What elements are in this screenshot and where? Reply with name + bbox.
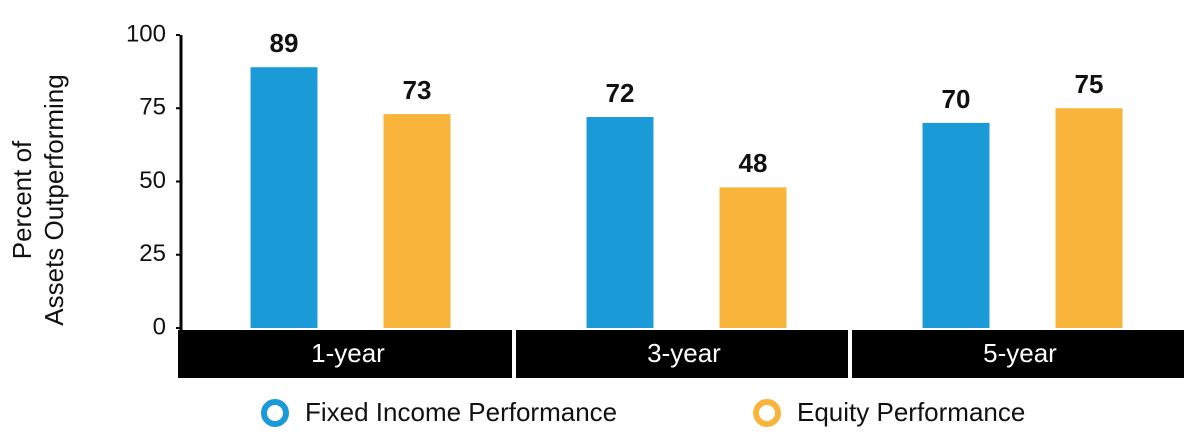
category-box (178, 330, 512, 378)
value-label: 72 (606, 78, 635, 108)
bar (383, 114, 451, 328)
value-label: 70 (942, 84, 971, 114)
legend-marker (261, 399, 289, 427)
bar (250, 67, 318, 328)
legend-marker (753, 399, 781, 427)
bar (1055, 108, 1123, 328)
category-box (516, 330, 848, 378)
y-tick-label: 25 (139, 240, 166, 267)
x-tick-label: 1-year (311, 338, 385, 368)
category-box (852, 330, 1184, 378)
bar (922, 122, 990, 329)
bar (719, 187, 787, 328)
y-tick-label: 100 (126, 20, 166, 47)
y-axis-label: Percent of (7, 140, 37, 259)
y-tick-label: 75 (139, 94, 166, 121)
value-label: 89 (270, 28, 299, 58)
x-tick-label: 3-year (647, 338, 721, 368)
value-label: 48 (739, 148, 768, 178)
legend-label: Equity Performance (797, 397, 1025, 427)
y-tick-label: 50 (139, 167, 166, 194)
legend-label: Fixed Income Performance (305, 397, 617, 427)
x-tick-label: 5-year (983, 338, 1057, 368)
value-label: 73 (403, 75, 432, 105)
y-axis-label: Assets Outperforming (39, 74, 69, 325)
value-label: 75 (1075, 69, 1104, 99)
bar (586, 117, 654, 328)
y-tick-label: 0 (153, 313, 166, 340)
